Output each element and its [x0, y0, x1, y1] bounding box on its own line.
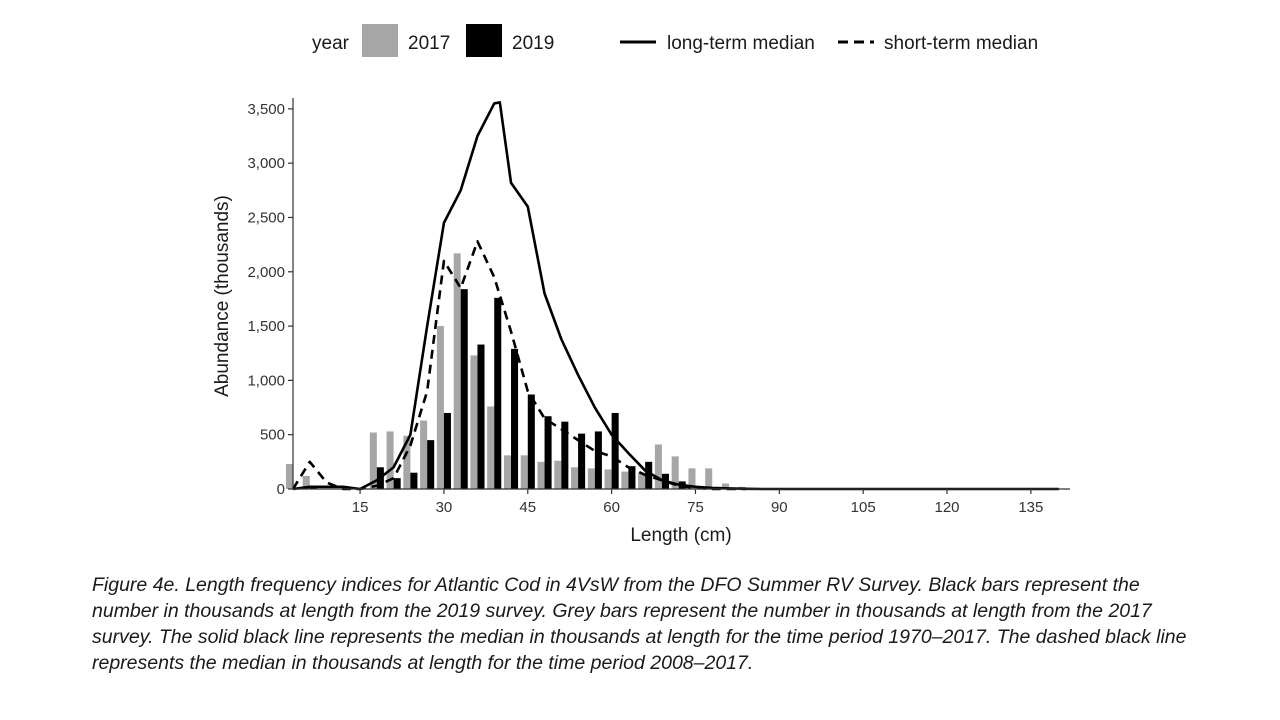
bar-2019-33: [460, 289, 468, 489]
legend-label-2019: 2019: [512, 33, 554, 54]
figure-caption: Figure 4e. Length frequency indices for …: [92, 574, 1187, 674]
bar-2019-21: [393, 478, 401, 489]
y-tick-label-1500: 1,500: [247, 318, 285, 335]
bar-2017-72: [671, 456, 679, 489]
bar-2017-24: [403, 435, 411, 489]
bar-2017-42: [503, 455, 511, 489]
x-tick-label-135: 135: [1018, 499, 1043, 516]
x-tick-label-120: 120: [935, 499, 960, 516]
y-tick-label-3000: 3,000: [247, 155, 285, 172]
axes-layer: [292, 98, 1070, 490]
bar-2019-36: [477, 344, 485, 489]
bar-2019-39: [494, 297, 502, 489]
legend-label-short-term: short-term median: [884, 33, 1038, 54]
bar-2019-42: [511, 348, 519, 489]
bar-2019-51: [561, 421, 569, 489]
x-tick-label-45: 45: [519, 499, 536, 516]
bar-2019-45: [527, 394, 535, 489]
length-frequency-chart: year 2017 2019 long-term median short-te…: [212, 24, 1070, 546]
bar-2017-78: [705, 468, 713, 489]
bar-2019-24: [410, 472, 418, 489]
bar-2017-33: [453, 253, 461, 489]
bar-2017-75: [688, 468, 696, 489]
legend-swatch-2019: [466, 24, 502, 57]
y-axis-title: Abundance (thousands): [212, 195, 233, 397]
bar-2017-27: [420, 420, 428, 489]
y-tick-label-500: 500: [260, 427, 285, 444]
legend-label-2017: 2017: [408, 33, 450, 54]
bar-2017-45: [520, 455, 528, 489]
legend-title: year: [312, 33, 350, 54]
line-short-term-median: [291, 240, 746, 491]
bar-2017-60: [604, 469, 612, 489]
bar-2017-21: [386, 431, 394, 489]
bar-2019-60: [611, 412, 619, 489]
y-tick-label-1000: 1,000: [247, 372, 285, 389]
y-tick-label-2000: 2,000: [247, 264, 285, 281]
bar-2019-27: [427, 440, 435, 490]
bar-2017-6: [302, 475, 310, 489]
bar-2017-63: [621, 471, 629, 489]
y-tick-label-3500: 3,500: [247, 101, 285, 118]
bar-2019-54: [578, 433, 586, 489]
x-tick-label-105: 105: [851, 499, 876, 516]
bar-2017-3: [285, 464, 293, 489]
bar-2017-39: [487, 406, 495, 489]
bar-2019-63: [628, 466, 636, 489]
x-axis-title: Length (cm): [630, 525, 731, 546]
line-long-term-median: [292, 101, 1059, 491]
legend-label-long-term: long-term median: [667, 33, 815, 54]
x-tick-label-15: 15: [352, 499, 369, 516]
bar-2017-18: [369, 432, 377, 489]
x-tick-label-60: 60: [603, 499, 620, 516]
x-tick-label-90: 90: [771, 499, 788, 516]
ticks-layer: 15 30 45 60 75 90 105 120 135 0 500 1,000 1,500 2,000…: [247, 101, 1043, 516]
bar-2019-48: [544, 416, 552, 489]
bar-2017-81: [721, 483, 730, 489]
bar-2017-54: [571, 467, 579, 489]
bar-2017-51: [554, 460, 562, 489]
bar-2017-57: [587, 468, 595, 489]
bar-2017-66: [638, 472, 646, 489]
x-tick-label-75: 75: [687, 499, 704, 516]
legend-swatch-2017: [362, 24, 398, 57]
bar-2019-66: [645, 461, 653, 489]
bar-2017-48: [537, 461, 545, 489]
bar-2017-69: [654, 444, 662, 489]
bar-2017-30: [436, 326, 444, 489]
x-tick-label-30: 30: [436, 499, 453, 516]
legend: year 2017 2019 long-term median short-te…: [312, 24, 1038, 57]
bar-2019-30: [443, 412, 451, 489]
y-tick-label-2500: 2,500: [247, 209, 285, 226]
y-tick-label-0: 0: [277, 481, 285, 498]
bar-2019-57: [594, 431, 602, 489]
lines-layer: [291, 101, 1059, 491]
bars-layer: [285, 253, 746, 490]
bar-2017-36: [470, 355, 478, 489]
